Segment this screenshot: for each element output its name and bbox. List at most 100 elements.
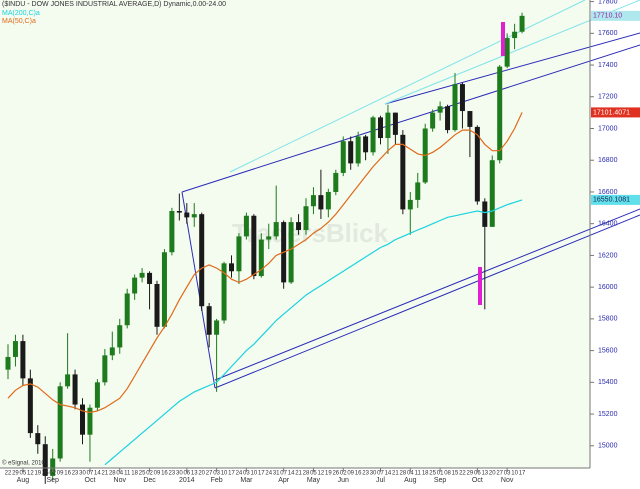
month-label: Jun: [338, 477, 349, 484]
trendline: [384, 32, 640, 105]
candle-body: [333, 172, 339, 192]
x-tick-label: 03: [213, 471, 220, 477]
x-tick-label: 20: [489, 471, 496, 477]
x-tick-label: 28: [109, 471, 116, 477]
x-tick-label: 26: [42, 471, 49, 477]
legend-entry: MA(50,C)a: [2, 18, 36, 25]
x-tick-label: 07: [377, 471, 384, 477]
x-tick-label: 29: [12, 471, 19, 477]
candle-body: [519, 15, 525, 32]
x-tick-label: 10: [511, 471, 518, 477]
candle-body: [497, 66, 503, 161]
trendline: [214, 214, 640, 389]
legend-entry: MA(200,C)a: [2, 10, 40, 17]
candle-body: [445, 106, 451, 131]
x-tick-label: 07: [87, 471, 94, 477]
x-tick-label: 30: [79, 471, 86, 477]
candle-body: [199, 214, 205, 307]
x-tick-label: 30: [370, 471, 377, 477]
y-tick-label: 17800: [598, 0, 618, 5]
x-tick-label: 03: [243, 471, 250, 477]
candle-body: [273, 222, 279, 237]
candle-body: [109, 347, 115, 356]
candle-body: [236, 236, 242, 272]
month-label: Apr: [278, 477, 290, 484]
candle-body: [102, 355, 108, 383]
candle-body: [169, 210, 175, 253]
month-label: Mar: [240, 477, 253, 484]
month-label: Nov: [501, 477, 514, 484]
candle-body: [87, 407, 93, 435]
month-label: Nov: [114, 477, 127, 484]
ma-line: [104, 199, 523, 466]
x-tick-label: 30: [176, 471, 183, 477]
x-tick-label: 01: [437, 471, 444, 477]
candle-body: [318, 195, 324, 210]
x-tick-label: 22: [459, 471, 466, 477]
value-tag: [591, 10, 640, 21]
x-tick-label: 18: [131, 471, 138, 477]
y-tick-label: 16200: [598, 252, 618, 259]
candle-body: [161, 252, 167, 327]
ma-line: [7, 112, 523, 414]
value-tag-label: 17710.10: [593, 13, 622, 20]
x-tick-label: 05: [20, 471, 27, 477]
x-tick-label: 19: [325, 471, 332, 477]
candle-body: [355, 136, 361, 164]
candle-body: [206, 306, 212, 335]
x-tick-label: 02: [49, 471, 56, 477]
candle-body: [400, 134, 406, 210]
x-tick-label: 14: [94, 471, 101, 477]
candle-body: [430, 112, 436, 129]
x-tick-label: 28: [303, 471, 310, 477]
x-tick-label: 04: [116, 471, 123, 477]
month-label: May: [307, 477, 321, 484]
trendline: [214, 208, 640, 381]
x-tick-label: 10: [221, 471, 228, 477]
candle-body: [184, 212, 190, 218]
value-tag: [591, 107, 640, 118]
candle-body: [65, 374, 71, 387]
candle-body: [94, 382, 100, 408]
x-tick-label: 06: [474, 471, 481, 477]
x-tick-label: 12: [318, 471, 325, 477]
highlight: [478, 267, 482, 305]
candle-body: [266, 236, 272, 240]
candle-body: [310, 195, 316, 207]
value-tag-label: 17101.4071: [593, 109, 630, 116]
candle-body: [370, 117, 376, 153]
x-tick-label: 10: [251, 471, 258, 477]
x-tick-label: 16: [355, 471, 362, 477]
candle-body: [340, 141, 346, 173]
month-label: Sep: [46, 477, 59, 484]
candle-body: [325, 191, 331, 210]
candle-body: [147, 272, 153, 284]
month-label: Oct: [472, 477, 483, 484]
month-label: 2014: [179, 477, 195, 484]
candle-body: [5, 356, 11, 370]
candle-body: [154, 283, 160, 327]
x-tick-label: 17: [519, 471, 526, 477]
x-tick-label: 12: [27, 471, 34, 477]
candle-body: [132, 277, 138, 294]
y-tick-label: 15200: [598, 411, 618, 418]
x-tick-label: 06: [183, 471, 190, 477]
x-tick-label: 09: [154, 471, 161, 477]
watermark: TradersBlick: [232, 218, 389, 248]
y-tick-label: 17400: [598, 62, 618, 69]
x-tick-label: 15: [452, 471, 459, 477]
candle-body: [474, 126, 480, 202]
month-label: Feb: [211, 477, 223, 484]
candle-body: [50, 458, 56, 476]
candle-body: [385, 112, 391, 139]
candle-body: [124, 293, 130, 326]
candle-body: [176, 210, 182, 213]
candle-body: [296, 222, 302, 231]
x-tick-label: 23: [362, 471, 369, 477]
x-tick-label: 19: [34, 471, 41, 477]
x-tick-label: 16: [161, 471, 168, 477]
y-tick-label: 16800: [598, 157, 618, 164]
trendline: [181, 191, 216, 389]
marks: [5, 12, 525, 484]
